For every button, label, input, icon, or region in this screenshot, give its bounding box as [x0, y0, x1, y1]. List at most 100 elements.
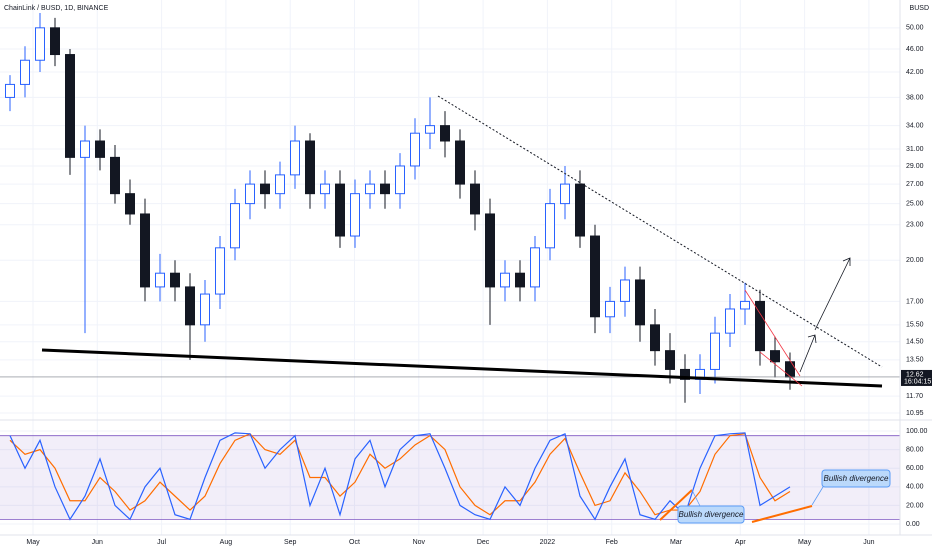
y-tick-label: 80.00	[906, 446, 924, 453]
y-tick-label: 46.00	[906, 46, 924, 53]
candle-body	[635, 279, 645, 326]
x-tick-label: Jun	[863, 539, 874, 546]
candle-body	[485, 213, 495, 288]
candle-body	[245, 183, 255, 205]
candle-body	[350, 193, 360, 237]
y-tick-label: 40.00	[906, 484, 924, 491]
x-tick-label: Aug	[220, 539, 233, 546]
grid	[0, 0, 900, 535]
candle-body	[425, 125, 435, 134]
divergence-line	[659, 489, 693, 521]
y-tick-label: 31.00	[906, 146, 924, 153]
arrow	[799, 334, 817, 373]
x-tick-label: Oct	[349, 539, 360, 546]
y-tick-label: 17.00	[906, 298, 924, 305]
wedge-line	[744, 289, 801, 377]
candle-body	[35, 27, 45, 61]
y-tick-label: 23.00	[906, 222, 924, 229]
x-tick-label: Apr	[735, 539, 747, 546]
callout-box	[677, 505, 745, 524]
candle-body	[440, 125, 450, 142]
candle-body	[365, 183, 375, 195]
candle-body	[515, 272, 525, 288]
y-tick-label: 60.00	[906, 465, 924, 472]
candle-body	[560, 183, 570, 205]
candle-body	[410, 132, 420, 167]
candle-body	[110, 156, 120, 195]
x-tick-label: May	[798, 539, 812, 546]
candle-body	[335, 183, 345, 237]
candle-body	[665, 350, 675, 370]
price-label: 12.62	[906, 371, 924, 378]
candle-body	[470, 183, 480, 215]
candle-body	[185, 286, 195, 326]
candle-body	[230, 203, 240, 249]
y-tick-label: 50.00	[906, 25, 924, 32]
candle-body	[200, 293, 210, 326]
candle-body	[95, 140, 105, 158]
candle-body	[455, 140, 465, 185]
y-tick-label: 10.95	[906, 410, 924, 417]
candle-body	[620, 279, 630, 302]
candle-body	[770, 350, 780, 363]
y-tick-label: 11.70	[906, 393, 923, 400]
callout-box	[821, 469, 891, 488]
candle-body	[605, 300, 615, 318]
candle-body	[785, 361, 795, 378]
candle-body	[395, 165, 405, 195]
wedge-line	[759, 351, 803, 387]
x-tick-label: Feb	[606, 539, 618, 546]
x-tick-label: Sep	[284, 539, 297, 546]
y-tick-label: 42.00	[906, 69, 924, 76]
y-tick-label: 38.00	[906, 94, 924, 101]
candle-body	[50, 27, 60, 56]
candle-body	[20, 59, 30, 85]
candle-body	[740, 300, 750, 310]
x-tick-label: Jun	[92, 539, 103, 546]
candle-body	[650, 324, 660, 352]
candle-body	[140, 213, 150, 288]
callout-pointer	[691, 489, 701, 507]
y-tick-label: 29.00	[906, 163, 924, 170]
y-tick-label: 25.00	[906, 200, 924, 207]
currency: BUSD	[910, 5, 929, 12]
annotation: Bullish divergence	[824, 474, 889, 483]
marks	[0, 13, 900, 521]
candle-body	[215, 247, 225, 295]
candle-body	[80, 140, 90, 158]
y-tick-label: 27.00	[906, 181, 924, 188]
chart-title: ChainLink / BUSD, 1D, BINANCE	[4, 5, 109, 12]
y-tick-label: 15.50	[906, 322, 924, 329]
candle-body	[500, 272, 510, 288]
x-tick-label: Dec	[477, 539, 490, 546]
candle-body	[155, 272, 165, 288]
candle-body	[275, 174, 285, 195]
stoch-line	[9, 432, 791, 521]
candle-body	[725, 308, 735, 334]
candle-body	[65, 54, 75, 158]
candle-body	[125, 193, 135, 215]
y-tick-label: 20.00	[906, 257, 924, 264]
x-tick-label: Nov	[413, 539, 426, 546]
candle-body	[590, 235, 600, 318]
y-tick-label: 100.00	[906, 428, 928, 435]
y-tick-label: 34.00	[906, 122, 924, 129]
candle-body	[290, 140, 300, 176]
x-tick-label: Jul	[157, 539, 166, 546]
countdown: 16:04:15	[904, 378, 931, 385]
candle-body	[170, 272, 180, 288]
candle-body	[575, 183, 585, 237]
support-line	[41, 348, 883, 388]
arrow	[814, 257, 851, 331]
candle-body	[5, 83, 15, 98]
candle-body	[545, 203, 555, 249]
trend-line	[437, 95, 883, 368]
candle-body	[380, 183, 390, 195]
x-tick-label: 2022	[540, 539, 556, 546]
candle-body	[530, 247, 540, 288]
y-tick-label: 0.00	[906, 521, 920, 528]
x-tick-label: Mar	[670, 539, 683, 546]
price-tag	[901, 369, 932, 386]
